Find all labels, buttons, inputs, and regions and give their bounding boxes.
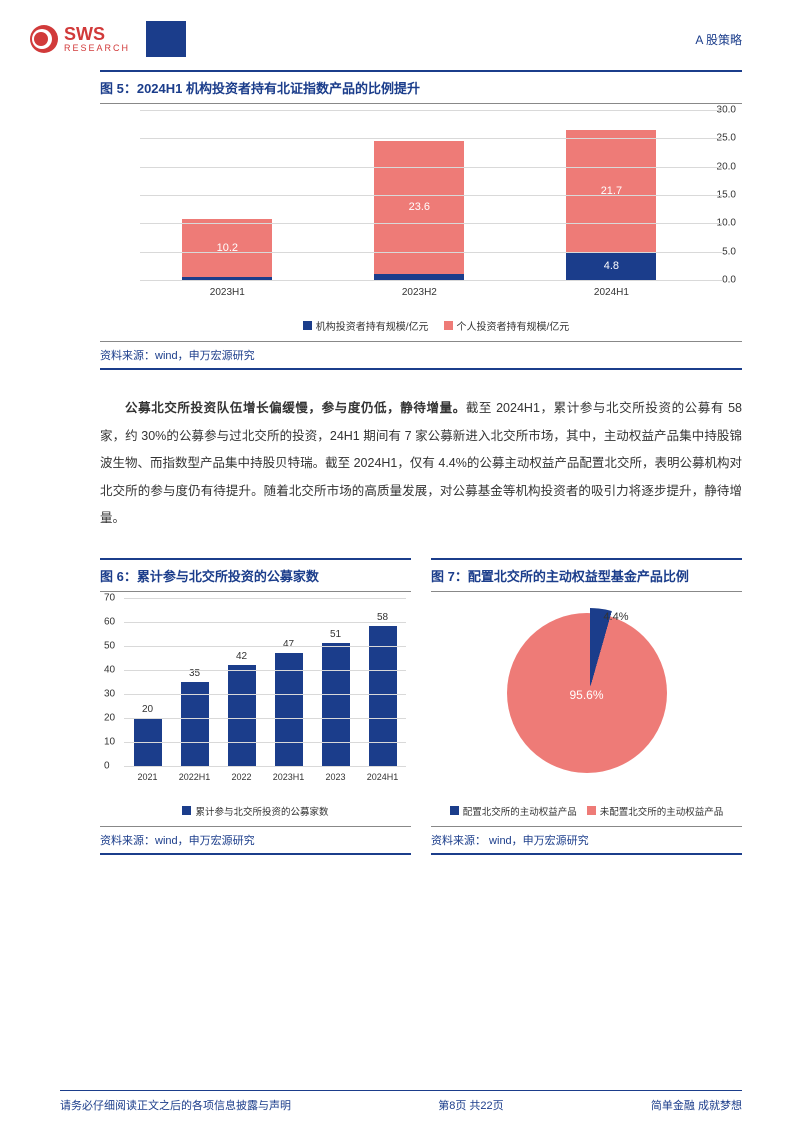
chart5-area: 0.05.010.015.020.025.030.0 0.610.22023H1… — [110, 110, 742, 300]
content: 图 5：2024H1 机构投资者持有北证指数产品的比例提升 0.05.010.0… — [0, 60, 802, 855]
chart6-bar-label: 20 — [142, 704, 153, 715]
chart6-xlabel: 2023 — [325, 772, 345, 782]
sws-logo-icon — [30, 25, 58, 53]
footer-left: 请务必仔细阅读正文之后的各项信息披露与声明 — [60, 1097, 291, 1113]
chart6-gridline — [124, 622, 406, 623]
chart5-gridline — [140, 138, 722, 139]
footer-center: 第8页 共22页 — [438, 1097, 503, 1113]
chart6-xlabel: 2024H1 — [367, 772, 399, 782]
chart6-ytick: 40 — [104, 664, 115, 675]
legend-text: 配置北交所的主动权益产品 — [463, 804, 577, 818]
chart5-gridline — [140, 110, 722, 111]
logo-sub-text: RESEARCH — [64, 43, 130, 53]
chart6-bar-label: 51 — [330, 629, 341, 640]
chart6-gridline — [124, 670, 406, 671]
chart7-source: 资料来源： wind，申万宏源研究 — [431, 826, 742, 855]
chart5-gridline — [140, 280, 722, 281]
chart6-gridline — [124, 766, 406, 767]
chart5-xlabel: 2023H2 — [402, 287, 437, 298]
chart7-area: 4.4% 95.6% — [431, 598, 742, 788]
chart7-col: 图 7：配置北交所的主动权益型基金产品比例 4.4% 95.6% 配置北交所的主… — [431, 558, 742, 855]
chart6-ytick: 60 — [104, 616, 115, 627]
legend-swatch — [587, 806, 596, 815]
chart6-bar-label: 42 — [236, 651, 247, 662]
chart6-gridline — [124, 646, 406, 647]
legend-text: 累计参与北交所投资的公募家数 — [195, 804, 328, 818]
chart5-source: 资料来源：wind，申万宏源研究 — [100, 341, 742, 370]
chart6-plot: 202021352022H1422022472023H1512023582024… — [124, 598, 406, 766]
page-header: SWS RESEARCH A 股策略 — [0, 0, 802, 60]
legend-swatch — [444, 321, 453, 330]
chart6-ytick: 10 — [104, 736, 115, 747]
chart5-title: 图 5：2024H1 机构投资者持有北证指数产品的比例提升 — [100, 70, 742, 104]
logo-main-text: SWS — [64, 25, 130, 43]
chart6-bar-label: 47 — [283, 639, 294, 650]
pie-wrap: 4.4% 95.6% — [507, 613, 667, 773]
chart5-gridline — [140, 167, 722, 168]
chart6-legend: 累计参与北交所投资的公募家数 — [100, 788, 411, 824]
chart5-bar-seg: 23.6 — [374, 141, 464, 275]
chart5-bar-seg: 10.2 — [182, 219, 272, 277]
chart5-gridline — [140, 223, 722, 224]
header-blue-block — [146, 21, 186, 57]
body-paragraph: 公募北交所投资队伍增长偏缓慢，参与度仍低，静待增量。截至 2024H1，累计参与… — [100, 395, 742, 533]
body-rest: 截至 2024H1，累计参与北交所投资的公募有 58 家，约 30%的公募参与过… — [100, 401, 742, 525]
body-bold: 公募北交所投资队伍增长偏缓慢，参与度仍低，静待增量。 — [125, 401, 466, 415]
chart5-legend-item: 机构投资者持有规模/亿元 — [303, 318, 429, 333]
chart6-source: 资料来源：wind，申万宏源研究 — [100, 826, 411, 855]
logo-text-wrap: SWS RESEARCH — [64, 25, 130, 53]
chart6-bar: 51 — [322, 643, 350, 765]
chart5-gridline — [140, 252, 722, 253]
chart6-ytick: 30 — [104, 688, 115, 699]
chart7-title: 图 7：配置北交所的主动权益型基金产品比例 — [431, 558, 742, 592]
chart5-xlabel: 2023H1 — [210, 287, 245, 298]
legend-text: 个人投资者持有规模/亿元 — [457, 318, 570, 333]
chart6-xlabel: 2022 — [231, 772, 251, 782]
chart6-gridline — [124, 718, 406, 719]
chart6-ytick: 20 — [104, 712, 115, 723]
chart6-legend-item: 累计参与北交所投资的公募家数 — [182, 804, 328, 818]
chart6-xlabel: 2021 — [137, 772, 157, 782]
chart5-legend-item: 个人投资者持有规模/亿元 — [444, 318, 570, 333]
chart5-legend: 机构投资者持有规模/亿元 个人投资者持有规模/亿元 — [100, 300, 742, 339]
chart6-xlabel: 2023H1 — [273, 772, 305, 782]
chart5-bar-seg: 21.7 — [566, 130, 656, 253]
chart6-ytick: 0 — [104, 760, 110, 771]
chart6-gridline — [124, 598, 406, 599]
legend-text: 未配置北交所的主动权益产品 — [600, 804, 724, 818]
footer-right: 简单金融 成就梦想 — [651, 1097, 742, 1113]
legend-swatch — [450, 806, 459, 815]
chart6-gridline — [124, 694, 406, 695]
two-col-row: 图 6：累计参与北交所投资的公募家数 0 10 20 30 40 50 60 70 20 202… — [100, 558, 742, 855]
chart6-gridline — [124, 742, 406, 743]
chart5-ytick: 0.0 — [722, 275, 736, 286]
chart7-legend: 配置北交所的主动权益产品 未配置北交所的主动权益产品 — [431, 788, 742, 824]
chart6-col: 图 6：累计参与北交所投资的公募家数 0 10 20 30 40 50 60 70 20 202… — [100, 558, 411, 855]
legend-text: 机构投资者持有规模/亿元 — [316, 318, 429, 333]
legend-swatch — [303, 321, 312, 330]
pie-label-small: 4.4% — [603, 611, 628, 623]
chart6-xlabel: 2022H1 — [179, 772, 211, 782]
chart6-title: 图 6：累计参与北交所投资的公募家数 — [100, 558, 411, 592]
logo-block: SWS RESEARCH — [30, 21, 186, 57]
header-category: A 股策略 — [695, 31, 742, 48]
page-footer: 请务必仔细阅读正文之后的各项信息披露与声明 第8页 共22页 简单金融 成就梦想 — [60, 1090, 742, 1113]
chart7-legend-item: 配置北交所的主动权益产品 — [450, 804, 577, 818]
pie-label-large: 95.6% — [569, 688, 603, 702]
chart5-xlabel: 2024H1 — [594, 287, 629, 298]
chart5-bar-seg: 4.8 — [566, 253, 656, 280]
legend-swatch — [182, 806, 191, 815]
chart5-ytick: 5.0 — [722, 246, 736, 257]
chart6-ytick: 70 — [104, 592, 115, 603]
chart6-area: 010203040506070 202021352022H14220224720… — [100, 598, 411, 788]
chart6-ytick: 50 — [104, 640, 115, 651]
chart5-gridline — [140, 195, 722, 196]
chart6-bar: 58 — [369, 626, 397, 765]
chart6-bar: 42 — [228, 665, 256, 766]
chart7-legend-item: 未配置北交所的主动权益产品 — [587, 804, 724, 818]
